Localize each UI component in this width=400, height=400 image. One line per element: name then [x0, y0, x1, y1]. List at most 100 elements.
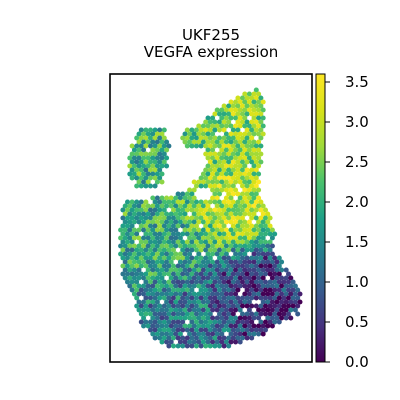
spot: [194, 239, 199, 245]
spot: [189, 143, 195, 149]
spot: [173, 307, 179, 313]
spot: [143, 175, 149, 181]
spot: [235, 143, 241, 149]
spot: [131, 227, 137, 233]
spot: [246, 211, 252, 217]
spot: [265, 211, 271, 217]
spot: [166, 223, 172, 229]
spot: [256, 251, 262, 257]
spot: [125, 199, 130, 205]
spot: [253, 111, 259, 117]
spot: [150, 139, 156, 145]
spot: [127, 235, 133, 241]
spot: [221, 231, 227, 237]
spot: [184, 191, 190, 197]
spot: [249, 295, 255, 301]
spot: [159, 227, 165, 233]
spot: [194, 143, 199, 149]
spot: [134, 271, 140, 277]
spot: [267, 215, 273, 221]
spot: [240, 335, 245, 341]
spot: [136, 227, 142, 233]
colorbar-tick-label: 2.0: [345, 193, 369, 211]
colorbar-tick-label: 3.5: [345, 73, 369, 91]
spot: [122, 251, 128, 257]
spot: [269, 323, 275, 329]
spot: [235, 319, 241, 325]
spot: [136, 283, 142, 289]
spot: [145, 235, 151, 241]
spot: [148, 271, 153, 277]
spot: [240, 295, 245, 301]
spot: [205, 251, 211, 257]
spot: [205, 275, 211, 281]
spot: [286, 295, 291, 301]
spot: [125, 207, 130, 213]
spot: [226, 215, 232, 221]
spot: [171, 263, 176, 269]
spot: [244, 263, 250, 269]
spot: [269, 251, 275, 257]
spot: [253, 119, 259, 125]
spot: [205, 115, 211, 121]
spot: [120, 215, 126, 221]
spot: [143, 255, 149, 261]
spot: [145, 155, 151, 161]
spot: [249, 271, 255, 277]
spot: [230, 191, 236, 197]
plot-frame: [109, 73, 313, 363]
spot: [203, 127, 209, 133]
spot: [143, 271, 149, 277]
spot: [210, 243, 216, 249]
spot: [253, 223, 259, 229]
spot: [233, 147, 239, 153]
spot: [180, 319, 186, 325]
spot: [187, 219, 193, 225]
colorbar-tick-label: 3.0: [345, 113, 369, 131]
spot: [129, 215, 135, 221]
spot: [166, 343, 172, 349]
spot: [175, 191, 181, 197]
spot: [134, 183, 140, 189]
spot: [161, 127, 167, 133]
spot: [267, 239, 273, 245]
spot: [143, 135, 149, 141]
spot: [226, 159, 232, 165]
spot: [233, 131, 239, 137]
spot: [161, 207, 167, 213]
spot: [187, 195, 193, 201]
spot: [237, 219, 243, 225]
spot: [173, 211, 179, 217]
spot: [166, 231, 172, 237]
spot: [205, 307, 211, 313]
spot: [214, 315, 220, 321]
spot: [279, 267, 285, 273]
spot: [189, 311, 195, 317]
spot: [148, 327, 153, 333]
spot: [154, 331, 160, 337]
spot: [272, 295, 278, 301]
spot: [258, 95, 264, 101]
spot: [200, 139, 206, 145]
spot: [150, 147, 156, 153]
spot: [141, 147, 147, 153]
spot: [207, 303, 213, 309]
spot: [235, 263, 241, 269]
spot: [166, 311, 172, 317]
spot: [138, 223, 144, 229]
spot: [237, 115, 243, 121]
spot: [138, 303, 144, 309]
spot: [233, 203, 239, 209]
spot: [263, 287, 268, 293]
spot: [129, 199, 135, 205]
spot: [240, 327, 245, 333]
colorbar-tick-label: 1.0: [345, 273, 369, 291]
spot: [141, 163, 147, 169]
spot: [122, 227, 128, 233]
spot: [189, 255, 195, 261]
spot: [136, 171, 142, 177]
spot: [180, 295, 186, 301]
spot: [180, 271, 186, 277]
spot: [203, 295, 209, 301]
spot: [196, 227, 202, 233]
